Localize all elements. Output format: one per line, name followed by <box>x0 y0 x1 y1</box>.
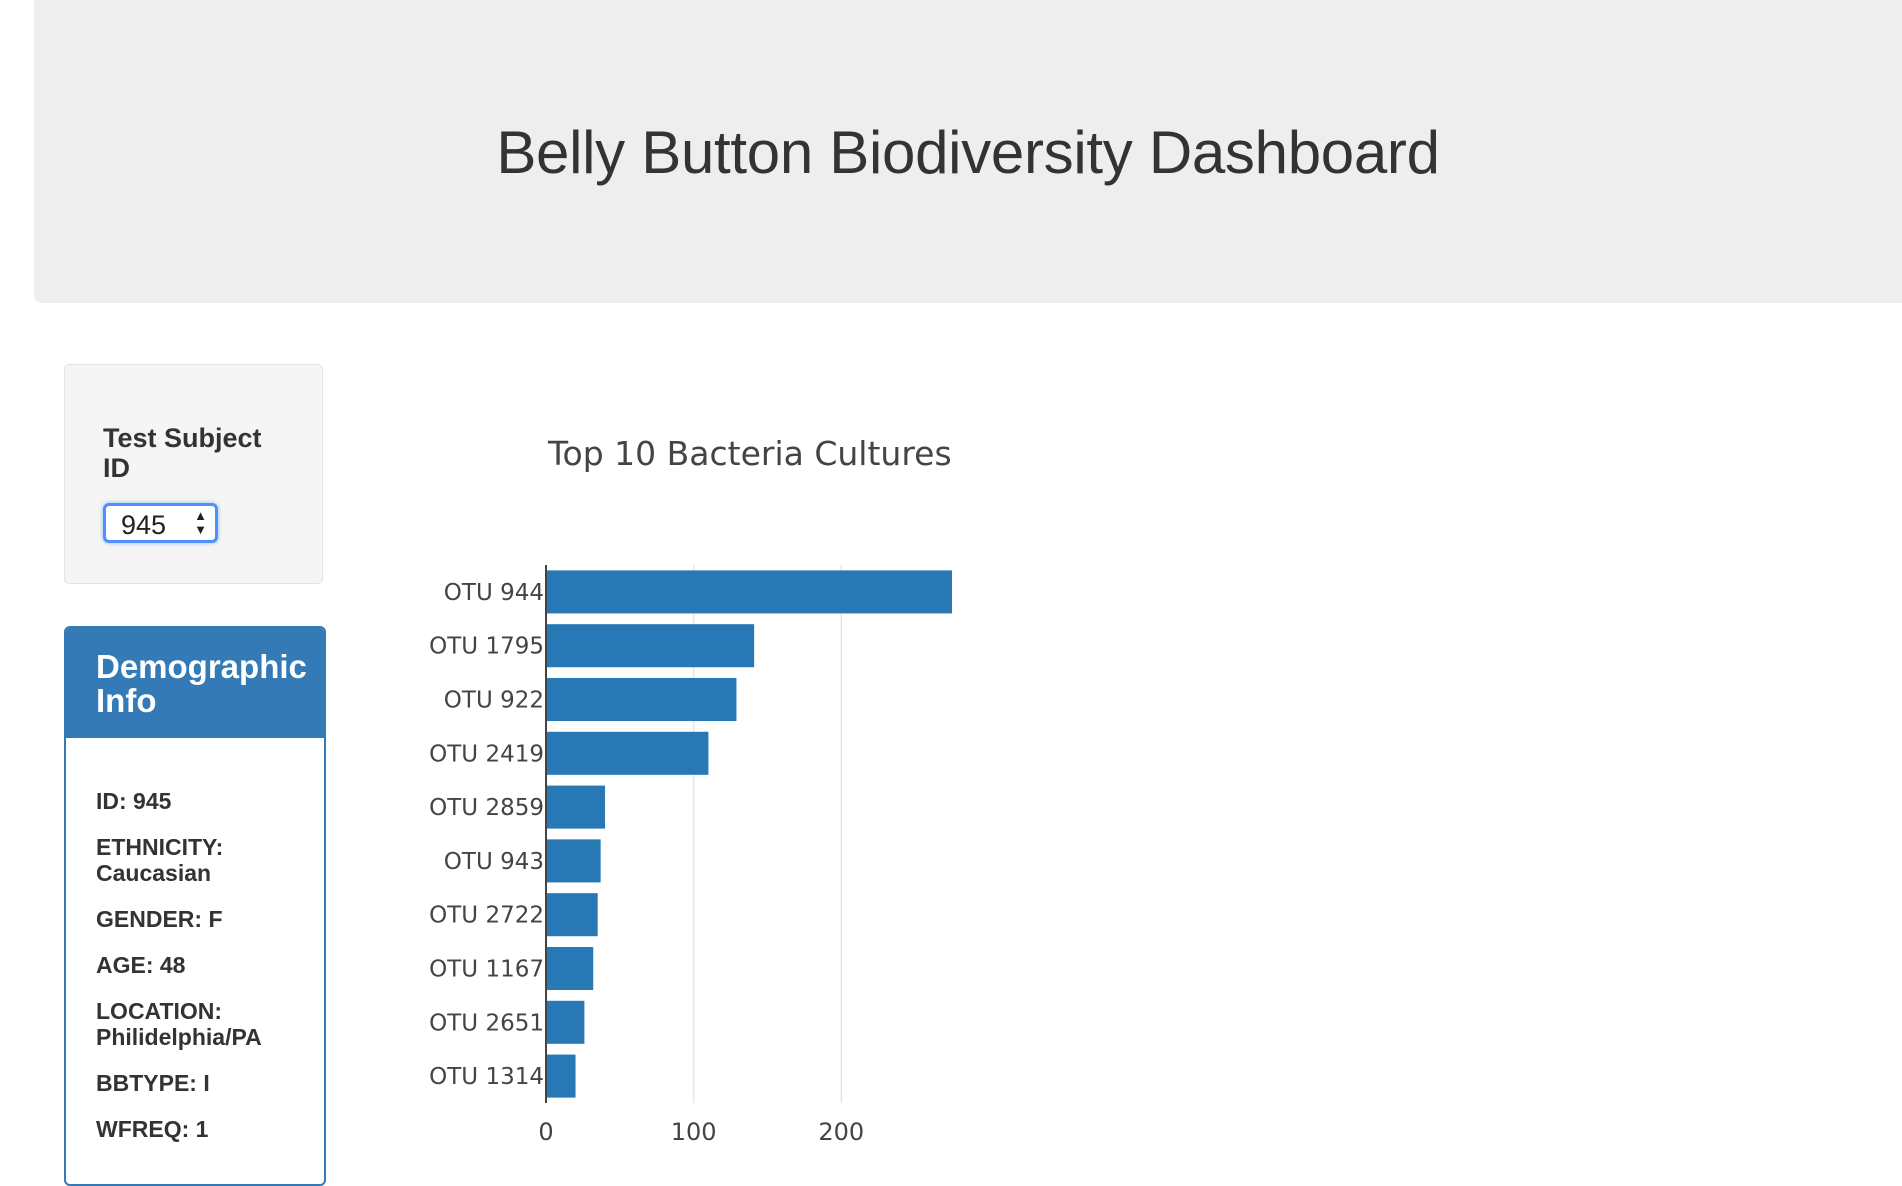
bar[interactable] <box>546 946 594 991</box>
subject-select-label: Test Subject ID <box>103 423 262 483</box>
y-tick-label: OTU 2651 <box>429 1010 544 1036</box>
subject-id-select[interactable]: 945 ▲ ▼ <box>103 503 218 543</box>
y-tick-label: OTU 2722 <box>429 903 544 929</box>
demographic-gender: GENDER: F <box>96 906 223 932</box>
y-tick-label: OTU 1167 <box>429 957 544 983</box>
bar[interactable] <box>546 1000 585 1044</box>
demographic-ethnicity: ETHNICITY: Caucasian <box>96 834 224 886</box>
demographic-id: ID: 945 <box>96 788 172 814</box>
bar[interactable] <box>546 839 601 883</box>
y-tick-label: OTU 2859 <box>429 795 544 821</box>
bar[interactable] <box>546 785 606 829</box>
x-tick-label: 200 <box>818 1118 864 1146</box>
y-tick-label: OTU 1795 <box>429 634 544 660</box>
bar[interactable] <box>546 731 709 775</box>
bar[interactable] <box>546 624 755 668</box>
select-arrows-icon: ▲ ▼ <box>194 508 207 537</box>
demographic-info-panel: Demographic Info ID: 945 ETHNICITY: Cauc… <box>64 626 326 1186</box>
demographic-bbtype: BBTYPE: I <box>96 1070 210 1096</box>
chart-y-tick-labels: OTU 944 OTU 1795 OTU 922 OTU 2419 OTU 2859 OT… <box>429 580 544 1090</box>
y-tick-label: OTU 2419 <box>429 741 544 767</box>
bar[interactable] <box>546 677 737 722</box>
chart-title: Top 10 Bacteria Cultures <box>547 434 952 473</box>
x-tick-label: 100 <box>671 1118 717 1146</box>
page-title: Belly Button Biodiversity Dashboard <box>496 119 1440 186</box>
chart-bars <box>546 570 952 1098</box>
y-tick-label: OTU 1314 <box>429 1064 544 1090</box>
y-tick-label: OTU 943 <box>444 849 544 875</box>
y-tick-label: OTU 944 <box>444 580 544 606</box>
demographic-panel-heading: Demographic Info <box>66 628 324 738</box>
y-tick-label: OTU 922 <box>444 688 544 714</box>
subject-selector-well: Test Subject ID 945 ▲ ▼ <box>64 364 323 584</box>
bar[interactable] <box>546 1054 576 1098</box>
demographic-info-list: ID: 945 ETHNICITY: Caucasian GENDER: F A… <box>96 788 316 1162</box>
demographic-age: AGE: 48 <box>96 952 186 978</box>
subject-id-select-value: 945 <box>121 510 167 540</box>
bar[interactable] <box>546 570 952 614</box>
top10-bacteria-bar-chart: Top 10 Bacteria Cultures OTU 944 OTU 1795… <box>429 434 952 1146</box>
header-jumbotron: Belly Button Biodiversity Dashboard <box>34 0 1902 303</box>
demographic-wfreq: WFREQ: 1 <box>96 1116 209 1142</box>
bar[interactable] <box>546 893 598 937</box>
x-tick-label: 0 <box>538 1118 553 1146</box>
demographic-panel-title: Demographic Info <box>96 648 307 719</box>
demographic-location: LOCATION: Philidelphia/PA <box>96 998 262 1050</box>
chart-x-tick-labels: 0 100 200 <box>538 1118 864 1146</box>
